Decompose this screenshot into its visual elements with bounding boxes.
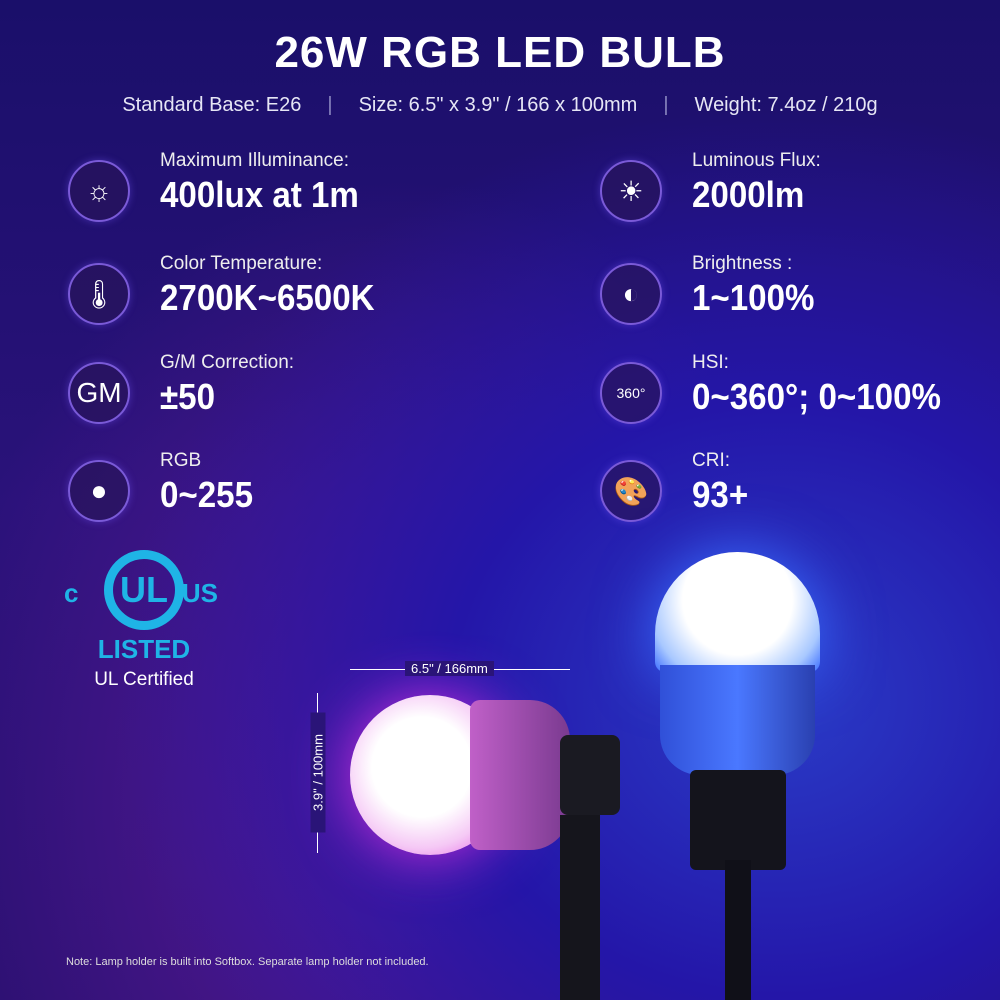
blue-bulb	[655, 552, 820, 672]
stand	[560, 815, 600, 1000]
feature-label: CRI:	[692, 450, 730, 471]
footnote: Note: Lamp holder is built into Softbox.…	[66, 956, 429, 968]
brightness-icon: ◐	[600, 263, 662, 325]
ul-logo: c UL US LISTED UL Certified	[64, 550, 224, 691]
lamp-holder	[560, 735, 620, 815]
feature-2: GM G/M Correction: ±50	[68, 352, 294, 424]
feature-7: 🎨 CRI: 93+	[600, 450, 753, 522]
sun-icon: ☀	[600, 160, 662, 222]
ul-certified: UL Certified	[94, 669, 194, 690]
feature-label: HSI:	[692, 352, 729, 373]
feature-label: G/M Correction:	[160, 352, 295, 373]
blue-pole	[725, 860, 751, 1000]
thermometer-icon: 🌡	[68, 263, 130, 325]
feature-label: RGB	[160, 450, 202, 471]
feature-value: ±50	[160, 376, 216, 417]
spec-line: Standard Base: E26 | Size: 6.5" x 3.9" / …	[0, 94, 1000, 117]
feature-label: Color Temperature:	[160, 253, 323, 274]
feature-value: 0~255	[160, 474, 254, 515]
palette-icon: 🎨	[600, 460, 662, 522]
pink-bulb-body	[470, 700, 570, 850]
page-title: 26W RGB LED BULB	[274, 28, 726, 77]
feature-label: Maximum Illuminance:	[160, 150, 349, 171]
feature-3: ● RGB 0~255	[68, 450, 261, 522]
spec-base: Standard Base: E26	[122, 94, 302, 116]
hsi-wheel-icon: 360°	[600, 362, 662, 424]
blue-stand	[690, 770, 786, 870]
feature-value: 1~100%	[692, 277, 815, 318]
sun-waves-icon: ☼	[68, 160, 130, 222]
ul-listed: LISTED	[97, 634, 191, 664]
rgb-circles-icon: ●	[68, 460, 130, 522]
width-dimension: 6.5" / 166mm	[405, 661, 494, 676]
feature-0: ☼ Maximum Illuminance: 400lux at 1m	[68, 150, 376, 222]
blue-bulb-body	[660, 665, 815, 775]
feature-value: 0~360°; 0~100%	[692, 376, 941, 417]
height-dimension: 3.9" / 100mm	[310, 712, 326, 833]
feature-value: 400lux at 1m	[160, 174, 359, 215]
feature-6: 360° HSI: 0~360°; 0~100%	[600, 352, 963, 424]
ul-ring: UL	[104, 550, 184, 630]
feature-5: ◐ Brightness : 1~100%	[600, 253, 825, 325]
divider: |	[327, 94, 333, 116]
spec-size: Size: 6.5" x 3.9" / 166 x 100mm	[358, 94, 638, 116]
feature-value: 93+	[692, 474, 749, 515]
feature-1: 🌡 Color Temperature: 2700K~6500K	[68, 253, 393, 325]
feature-value: 2000lm	[692, 174, 805, 215]
feature-label: Brightness :	[692, 253, 793, 274]
feature-label: Luminous Flux:	[692, 150, 821, 171]
gm-icon: GM	[68, 362, 130, 424]
feature-value: 2700K~6500K	[160, 277, 375, 318]
spec-weight: Weight: 7.4oz / 210g	[694, 94, 878, 116]
feature-4: ☀ Luminous Flux: 2000lm	[600, 150, 821, 222]
divider: |	[663, 94, 669, 116]
